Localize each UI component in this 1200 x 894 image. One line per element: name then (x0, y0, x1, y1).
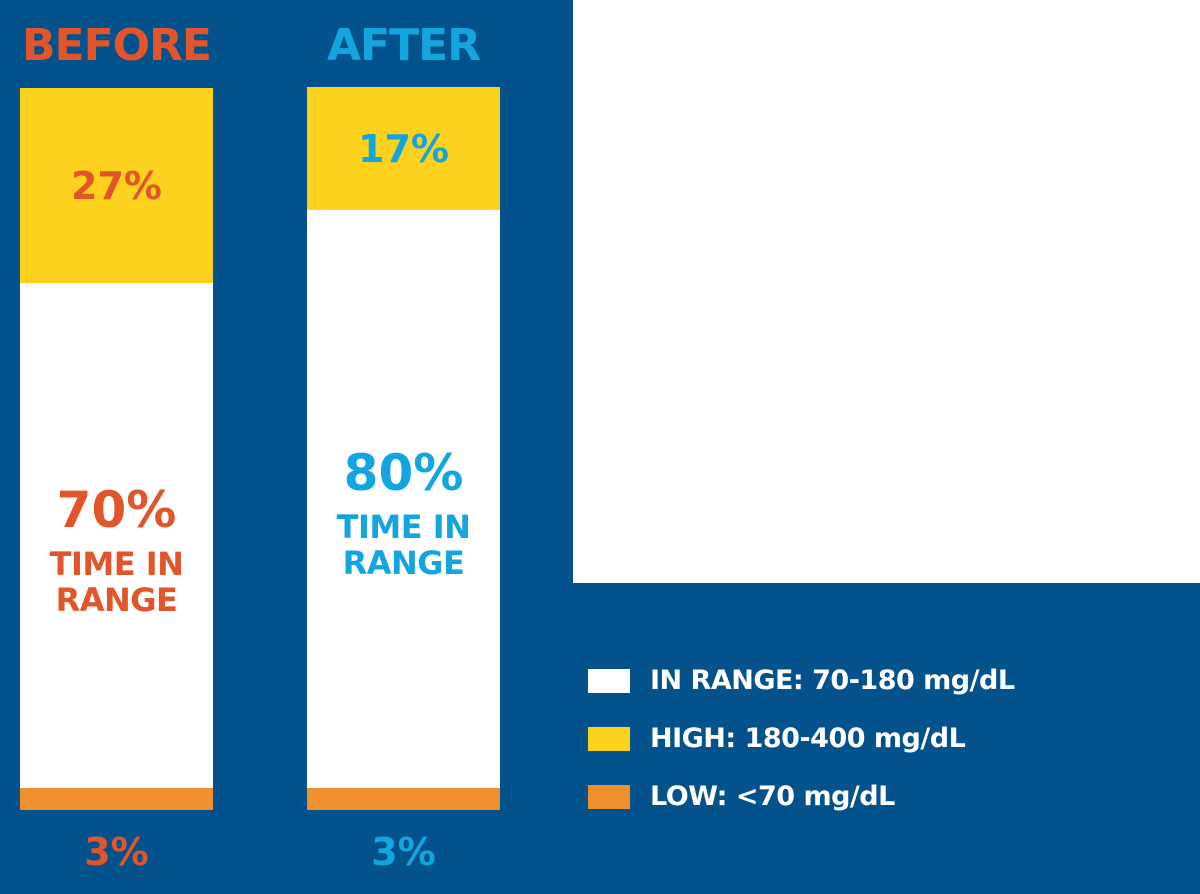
legend-item-low: LOW: <70 mg/dL (588, 779, 1148, 815)
bar-before: 70% TIME IN RANGE 27% (20, 88, 213, 810)
column-title-after: AFTER (326, 20, 481, 71)
time-in-range-caption-line1-after: TIME IN (336, 508, 471, 546)
bar-segment-high-before: 27% (20, 88, 213, 283)
blank-panel (573, 0, 1200, 583)
data-label-in-range-after: 80% TIME IN RANGE (307, 445, 500, 581)
bar-segment-high-after: 17% (307, 87, 500, 210)
legend-label-in-range: IN RANGE: 70-180 mg/dL (650, 665, 1015, 696)
bar-segment-low-after (307, 788, 500, 810)
bar-segment-in-range-before: 70% TIME IN RANGE (20, 283, 213, 788)
in-range-percent-before: 70% (56, 481, 177, 539)
data-label-low-after: 3% (371, 830, 436, 874)
data-label-high-after: 17% (358, 127, 449, 171)
legend-swatch-in-range (588, 669, 630, 693)
time-in-range-caption-line2-after: RANGE (342, 544, 465, 582)
bar-segment-low-before (20, 788, 213, 810)
bar-segment-in-range-after: 80% TIME IN RANGE (307, 210, 500, 788)
time-in-range-caption-line2-before: RANGE (55, 581, 178, 619)
legend-label-high: HIGH: 180-400 mg/dL (650, 723, 966, 754)
legend-swatch-high (588, 727, 630, 751)
legend-item-in-range: IN RANGE: 70-180 mg/dL (588, 663, 1148, 699)
time-in-range-caption-line1-before: TIME IN (49, 545, 184, 583)
data-label-in-range-before: 70% TIME IN RANGE (20, 482, 213, 618)
in-range-percent-after: 80% (343, 444, 464, 502)
legend-swatch-low (588, 785, 630, 809)
column-title-before: BEFORE (22, 20, 212, 71)
legend-item-high: HIGH: 180-400 mg/dL (588, 721, 1148, 757)
legend-label-low: LOW: <70 mg/dL (650, 781, 895, 812)
data-label-low-before: 3% (84, 830, 149, 874)
bar-after: 80% TIME IN RANGE 17% (307, 87, 500, 810)
data-label-high-before: 27% (71, 164, 162, 208)
